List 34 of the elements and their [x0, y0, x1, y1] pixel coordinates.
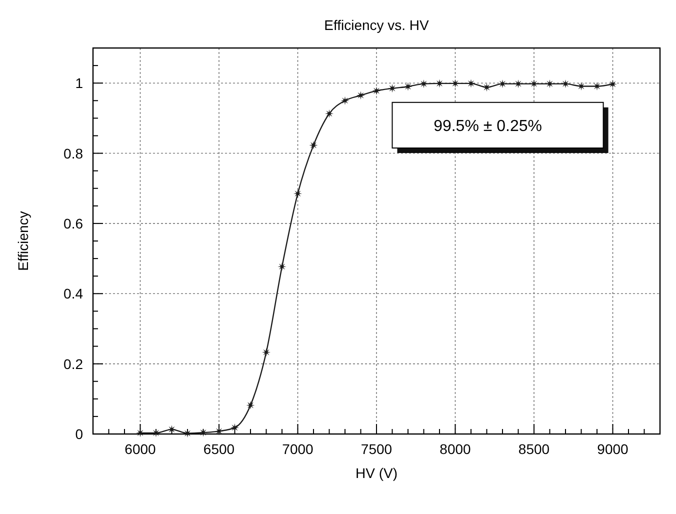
point — [246, 400, 255, 410]
point — [340, 96, 350, 105]
y-tick-label: 0.6 — [64, 215, 84, 232]
x-tick-label: 8500 — [518, 441, 550, 457]
y-tick-label: 1 — [75, 75, 84, 92]
point — [372, 86, 381, 96]
point — [230, 423, 240, 432]
point — [482, 83, 492, 92]
y-tick-label: 0 — [75, 426, 84, 442]
point — [262, 348, 271, 357]
x-tick-label: 6000 — [124, 441, 156, 457]
point — [214, 426, 224, 436]
x-tick-label: 7000 — [282, 441, 314, 457]
x-tick-label: 8000 — [440, 441, 472, 457]
point — [198, 428, 208, 437]
y-tick-label: 0.8 — [64, 145, 84, 162]
point — [167, 425, 176, 434]
y-axis-title: Efficiency — [15, 211, 31, 271]
chart-title: Efficiency vs. HV — [324, 17, 430, 33]
y-tick-label: 0.2 — [64, 356, 84, 372]
x-tick-label: 9000 — [597, 441, 629, 457]
x-tick-label: 6500 — [203, 441, 235, 457]
point — [278, 262, 286, 271]
point — [324, 109, 334, 118]
point — [309, 140, 318, 150]
y-tick-label: 0.4 — [64, 286, 84, 302]
point — [356, 91, 366, 100]
x-tick-label: 7500 — [360, 441, 392, 457]
annotation: 99.5% ± 0.25% — [434, 118, 542, 136]
point — [608, 80, 618, 88]
point — [404, 82, 412, 91]
point — [388, 84, 397, 93]
x-axis-title: HV (V) — [356, 465, 398, 481]
point — [293, 189, 302, 198]
